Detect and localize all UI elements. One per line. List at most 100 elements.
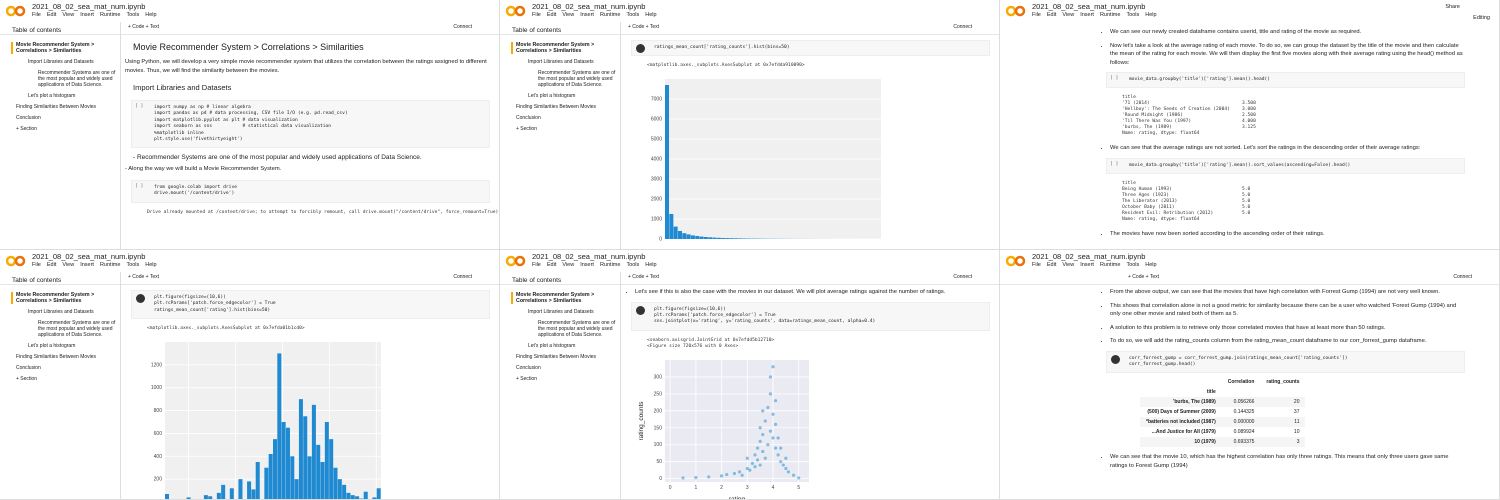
toc-item[interactable]: Conclusion [16, 115, 41, 121]
menu-item[interactable]: Edit [546, 12, 557, 18]
file-name[interactable]: 2021_08_02_sea_mat_num.ipynb [32, 2, 146, 11]
file-name[interactable]: 2021_08_02_sea_mat_num.ipynb [32, 252, 146, 261]
menu-item[interactable]: View [562, 12, 575, 18]
menu-item[interactable]: Edit [46, 12, 57, 18]
menu-item[interactable]: Insert [1080, 12, 1094, 18]
toc-item[interactable]: Movie Recommender System > Correlations … [11, 42, 116, 54]
toc-item[interactable]: Recommender Systems are one of the most … [538, 320, 616, 338]
toc-item[interactable]: Recommender Systems are one of the most … [538, 70, 616, 88]
toc-item[interactable]: Recommender Systems are one of the most … [38, 70, 116, 88]
toc-item[interactable]: Let's plot a histogram [28, 343, 76, 349]
menu-item[interactable]: View [1062, 12, 1075, 18]
add-code-button[interactable]: + Code [128, 274, 145, 280]
add-text-button[interactable]: + Text [645, 24, 660, 30]
menu-item[interactable]: Runtime [1099, 12, 1121, 18]
toc-item[interactable]: Import Libraries and Datasets [28, 59, 94, 65]
toc-item[interactable]: Import Libraries and Datasets [528, 59, 594, 65]
toc-item[interactable]: Let's plot a histogram [528, 343, 576, 349]
toc-item[interactable]: Finding Similarities Between Movies [16, 354, 97, 360]
run-button[interactable] [636, 305, 645, 315]
share-button[interactable]: Share [1445, 4, 1460, 10]
section-button[interactable]: + Section [516, 376, 537, 382]
menu-item[interactable]: Help [1145, 262, 1157, 268]
section-button[interactable]: + Section [16, 126, 37, 132]
menu-item[interactable]: Tools [1126, 262, 1140, 268]
editing-status[interactable]: Editing [1473, 15, 1490, 21]
run-button[interactable]: [ ] [1110, 76, 1119, 81]
toc-item[interactable]: Import Libraries and Datasets [28, 309, 94, 315]
run-button[interactable] [1111, 354, 1120, 364]
menu-item[interactable]: Runtime [99, 12, 121, 18]
toc-item[interactable]: Import Libraries and Datasets [528, 309, 594, 315]
file-name[interactable]: 2021_08_02_sea_mat_num.ipynb [1032, 252, 1146, 261]
menu-item[interactable]: File [32, 12, 41, 18]
menu-item[interactable]: Edit [1046, 12, 1057, 18]
menu-item[interactable]: Runtime [599, 262, 621, 268]
menu-item[interactable]: File [532, 262, 541, 268]
connect-button[interactable]: Connect [953, 24, 972, 30]
menu-item[interactable]: Help [645, 12, 657, 18]
file-name[interactable]: 2021_08_02_sea_mat_num.ipynb [1032, 2, 1146, 11]
menu-item[interactable]: View [62, 12, 75, 18]
menu-item[interactable]: Insert [80, 12, 94, 18]
menu-item[interactable]: Insert [580, 12, 594, 18]
menu-item[interactable]: Tools [626, 12, 640, 18]
menu-item[interactable]: Help [145, 262, 157, 268]
toc-item[interactable]: Let's plot a histogram [528, 93, 576, 99]
file-name[interactable]: 2021_08_02_sea_mat_num.ipynb [532, 252, 646, 261]
connect-button[interactable]: Connect [953, 274, 972, 280]
menu-item[interactable]: View [62, 262, 75, 268]
toc-item[interactable]: Conclusion [516, 365, 541, 371]
toc-item[interactable]: Movie Recommender System > Correlations … [511, 292, 616, 304]
menu-item[interactable]: Tools [126, 262, 140, 268]
menu-item[interactable]: View [562, 262, 575, 268]
toc-item[interactable]: Finding Similarities Between Movies [16, 104, 97, 110]
add-code-button[interactable]: + Code [628, 274, 645, 280]
add-code-button[interactable]: + Code [128, 24, 145, 30]
run-button[interactable] [636, 44, 645, 53]
menu-item[interactable]: File [32, 262, 41, 268]
connect-button[interactable]: Connect [1453, 274, 1472, 280]
add-text-button[interactable]: + Text [145, 274, 160, 280]
add-text-button[interactable]: + Text [145, 24, 160, 30]
section-button[interactable]: + Section [516, 126, 537, 132]
section-button[interactable]: + Section [16, 376, 37, 382]
run-button[interactable]: [ ] [135, 104, 144, 109]
toc-item[interactable]: Finding Similarities Between Movies [516, 354, 597, 360]
menu-item[interactable]: Edit [1046, 262, 1057, 268]
menu-item[interactable]: Help [645, 262, 657, 268]
toc-item[interactable]: Conclusion [516, 115, 541, 121]
menu-item[interactable]: Insert [580, 262, 594, 268]
menu-item[interactable]: File [1032, 262, 1041, 268]
run-button[interactable]: [ ] [135, 183, 144, 189]
menu-item[interactable]: Runtime [99, 262, 121, 268]
connect-button[interactable]: Connect [453, 24, 472, 30]
menu-item[interactable]: Help [1145, 12, 1157, 18]
connect-button[interactable]: Connect [453, 274, 472, 280]
menu-item[interactable]: Tools [126, 12, 140, 18]
menu-item[interactable]: Edit [546, 262, 557, 268]
menu-item[interactable]: Help [145, 12, 157, 18]
toc-item[interactable]: Conclusion [16, 365, 41, 371]
add-code-button[interactable]: + Code [1128, 274, 1145, 280]
toc-item[interactable]: Movie Recommender System > Correlations … [511, 42, 616, 54]
menu-item[interactable]: Tools [1126, 12, 1140, 18]
toc-item[interactable]: Finding Similarities Between Movies [516, 104, 597, 110]
file-name[interactable]: 2021_08_02_sea_mat_num.ipynb [532, 2, 646, 11]
menu-item[interactable]: Tools [626, 262, 640, 268]
menu-item[interactable]: Insert [80, 262, 94, 268]
menu-item[interactable]: View [1062, 262, 1075, 268]
menu-item[interactable]: Runtime [1099, 262, 1121, 268]
toc-item[interactable]: Let's plot a histogram [28, 93, 76, 99]
menu-item[interactable]: File [1032, 12, 1041, 18]
run-button[interactable]: [ ] [1110, 161, 1119, 167]
run-button[interactable] [136, 294, 145, 303]
menu-item[interactable]: File [532, 12, 541, 18]
toc-item[interactable]: Movie Recommender System > Correlations … [11, 292, 116, 304]
add-code-button[interactable]: + Code [628, 24, 645, 30]
menu-item[interactable]: Runtime [599, 12, 621, 18]
menu-item[interactable]: Insert [1080, 262, 1094, 268]
menu-item[interactable]: Edit [46, 262, 57, 268]
toc-item[interactable]: Recommender Systems are one of the most … [38, 320, 116, 338]
add-text-button[interactable]: + Text [645, 274, 660, 280]
